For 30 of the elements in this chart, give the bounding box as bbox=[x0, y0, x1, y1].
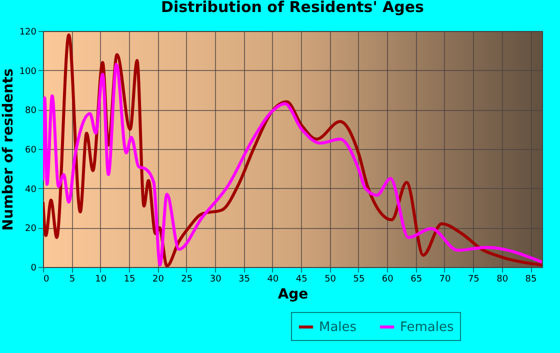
x-tick-label: 10 bbox=[95, 274, 107, 284]
y-axis-title: Number of residents bbox=[0, 68, 16, 231]
x-tick-label: 80 bbox=[496, 274, 508, 284]
y-tick-label: 80 bbox=[25, 106, 37, 116]
y-tick-label: 120 bbox=[19, 28, 37, 38]
x-tick-label: 55 bbox=[353, 274, 365, 284]
chart-title: Distribution of Residents' Ages bbox=[161, 0, 424, 16]
x-tick-label: 85 bbox=[525, 274, 537, 284]
x-tick-label: 0 bbox=[44, 274, 50, 284]
x-tick-label: 70 bbox=[439, 274, 451, 284]
x-tick-label: 75 bbox=[468, 274, 480, 284]
legend-label: Females bbox=[400, 320, 454, 335]
x-tick-label: 20 bbox=[152, 274, 164, 284]
x-tick-label: 35 bbox=[238, 274, 250, 284]
x-tick-label: 40 bbox=[267, 274, 279, 284]
x-tick-label: 30 bbox=[210, 274, 222, 284]
x-tick-label: 60 bbox=[382, 274, 394, 284]
legend-label: Males bbox=[319, 320, 357, 335]
y-tick-label: 0 bbox=[30, 264, 37, 274]
x-tick-label: 5 bbox=[69, 274, 76, 284]
x-tick-label: 25 bbox=[181, 274, 193, 284]
x-tick-label: 50 bbox=[324, 274, 336, 284]
y-tick-label: 60 bbox=[25, 146, 37, 156]
y-tick-label: 40 bbox=[25, 184, 37, 195]
x-tick-label: 45 bbox=[296, 274, 308, 284]
x-tick-label: 15 bbox=[124, 274, 136, 284]
y-tick-label: 20 bbox=[25, 224, 37, 234]
x-axis-title: Age bbox=[278, 286, 308, 302]
x-tick-label: 65 bbox=[410, 274, 422, 284]
y-tick-label: 100 bbox=[19, 66, 37, 77]
